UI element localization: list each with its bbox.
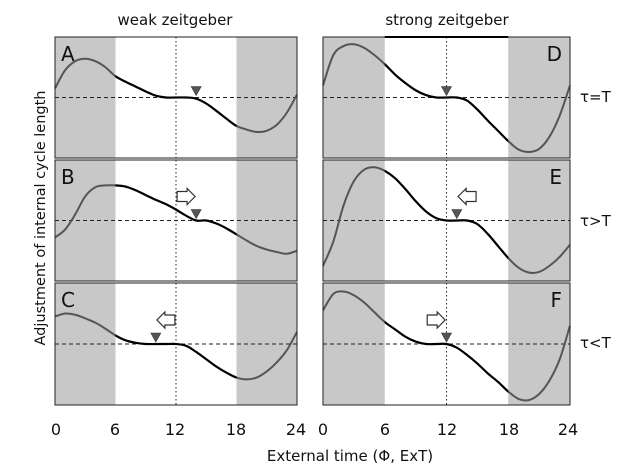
panel-e: E (322, 159, 571, 282)
series-line-day (384, 320, 509, 394)
panel-frame (54, 159, 298, 282)
panel-frame (322, 159, 571, 282)
series-line-day (115, 184, 237, 236)
panel-label: C (61, 288, 75, 312)
shift-arrow-right (176, 187, 196, 206)
x-tick-label: 12 (437, 420, 457, 439)
x-tick-label: 24 (558, 420, 578, 439)
x-ticks-right: 0 6 12 18 24 (318, 420, 578, 439)
x-tick-label: 0 (318, 420, 328, 439)
series-line-day (384, 169, 509, 260)
shift-arrow-right (426, 310, 447, 330)
panel-frame (54, 36, 298, 159)
panel-f: F (322, 282, 571, 406)
panel-label: A (61, 42, 75, 66)
panel-label: D (547, 42, 562, 66)
series-line-day (115, 74, 237, 128)
x-tick-label: 18 (499, 420, 519, 439)
panels: A B C D E F (54, 36, 571, 406)
panel-label: E (549, 165, 562, 189)
phase-marker (451, 209, 463, 220)
column-title-weak: weak zeitgeber (118, 11, 234, 29)
panel-c: C (54, 282, 298, 406)
phase-marker (440, 332, 453, 343)
panel-d: D (322, 36, 571, 159)
phase-marker (190, 86, 202, 97)
panel-label: F (550, 288, 562, 312)
panel-a: A (54, 36, 298, 159)
panel-frame (54, 282, 298, 406)
panel-label: B (61, 165, 75, 189)
phase-marker (190, 209, 202, 220)
series-line-day (115, 334, 237, 379)
x-tick-label: 0 (51, 420, 61, 439)
night-shade (508, 37, 570, 158)
panel-frame (322, 282, 571, 406)
panel-b: B (54, 159, 298, 282)
series-line-day (384, 62, 509, 143)
shift-arrow-left (457, 187, 477, 206)
x-ticks-left: 0 6 12 18 24 (51, 420, 306, 439)
x-tick-label: 18 (226, 420, 246, 439)
x-tick-label: 12 (165, 420, 185, 439)
x-tick-label: 6 (110, 420, 120, 439)
x-tick-label: 6 (380, 420, 390, 439)
phase-marker (440, 86, 453, 97)
x-axis-label: External time (Φ, ExT) (267, 447, 433, 465)
shift-arrow-left (156, 310, 176, 330)
night-shade (508, 283, 570, 405)
x-tick-label: 24 (286, 420, 306, 439)
row-label-greater: τ>T (580, 212, 612, 230)
night-shade (508, 160, 570, 281)
y-axis-label: Adjustment of internal cycle length (33, 91, 49, 346)
phase-marker (150, 332, 162, 343)
row-label-less: τ<T (580, 334, 612, 352)
row-label-equal: τ=T (580, 88, 612, 106)
column-title-strong: strong zeitgeber (385, 11, 509, 29)
